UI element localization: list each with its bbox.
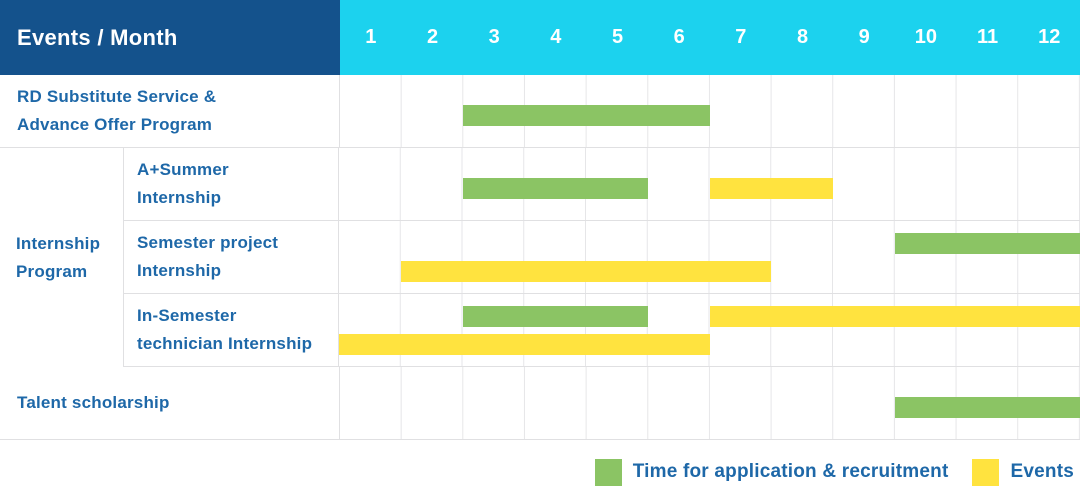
month-header-cell: 3 xyxy=(488,26,500,48)
row-semester-project-internship: Semester project Internship xyxy=(124,221,1080,294)
legend-item-application-recruitment: Time for application & recruitment xyxy=(594,458,949,486)
legend-label-events: Events xyxy=(1010,461,1074,482)
gantt-bar xyxy=(894,233,1080,254)
month-header-cell: 8 xyxy=(796,26,809,48)
timeline-cell xyxy=(340,75,1080,147)
timeline-cell xyxy=(339,294,1080,366)
legend-item-events: Events xyxy=(972,458,1074,486)
row-label-a-plus-summer-internship: A+Summer Internship xyxy=(124,148,339,220)
month-header-cell: 1 xyxy=(365,26,377,48)
month-header-cell: 6 xyxy=(673,26,685,48)
row-label-line: Internship xyxy=(137,188,222,207)
row-label-line: Advance Offer Program xyxy=(17,115,213,134)
row-label-line: In-Semester xyxy=(137,306,237,325)
gantt-bar xyxy=(895,397,1080,418)
group-label-internship-program: Internship Program xyxy=(0,148,124,367)
gantt-bar xyxy=(709,178,833,199)
month-header-cell: 2 xyxy=(426,26,439,48)
month-header-cell: 5 xyxy=(611,26,624,48)
row-label-line: Talent scholarship xyxy=(17,393,170,412)
row-label-line: technician Internship xyxy=(137,334,313,353)
events-month-header: Events / Month xyxy=(0,0,340,75)
month-header-cell: 10 xyxy=(914,26,937,48)
timeline-cell xyxy=(339,148,1080,220)
legend: Time for application & recruitment Event… xyxy=(0,440,1080,494)
gantt-bar xyxy=(400,261,772,282)
group-label-line: Program xyxy=(16,261,88,281)
row-label-line: Internship xyxy=(137,261,222,280)
row-a-plus-summer-internship: A+Summer Internship xyxy=(124,148,1080,221)
gantt-bar xyxy=(463,105,710,126)
month-header-cell: 7 xyxy=(735,26,747,48)
timeline-cell xyxy=(339,221,1080,293)
gantt-bar xyxy=(339,334,710,355)
row-label-semester-project-internship: Semester project Internship xyxy=(124,221,339,293)
month-header-cell: 11 xyxy=(976,26,999,48)
row-label-line: Semester project xyxy=(137,233,279,252)
header-row: Events / Month 1 2 3 4 5 6 7 8 9 10 11 1… xyxy=(0,0,1080,75)
group-rows: A+Summer Internship Semester project Int… xyxy=(124,148,1080,367)
gantt-bar xyxy=(462,178,648,199)
legend-label-application-recruitment: Time for application & recruitment xyxy=(632,461,949,482)
legend-swatch-yellow-icon xyxy=(972,458,1000,486)
timeline-cell xyxy=(340,367,1080,439)
row-label-line: A+Summer xyxy=(137,160,229,179)
month-header-row: 1 2 3 4 5 6 7 8 9 10 11 12 xyxy=(340,0,1080,75)
legend-swatch-green-icon xyxy=(594,458,622,486)
group-label-line: Internship xyxy=(16,233,101,253)
gantt-bar xyxy=(462,306,648,327)
row-label-rd-substitute-service: RD Substitute Service & Advance Offer Pr… xyxy=(0,75,340,147)
row-group-internship-program: Internship Program A+Summer Internship S… xyxy=(0,148,1080,367)
month-header-cell: 4 xyxy=(550,26,562,48)
month-header-cell: 12 xyxy=(1038,26,1061,48)
row-label-in-semester-technician-internship: In-Semester technician Internship xyxy=(124,294,339,366)
row-rd-substitute-service: RD Substitute Service & Advance Offer Pr… xyxy=(0,75,1080,148)
row-talent-scholarship: Talent scholarship xyxy=(0,367,1080,440)
row-label-talent-scholarship: Talent scholarship xyxy=(0,367,340,439)
row-label-line: RD Substitute Service & xyxy=(17,87,217,106)
row-in-semester-technician-internship: In-Semester technician Internship xyxy=(124,294,1080,367)
gantt-bar xyxy=(709,306,1080,327)
month-header-cell: 9 xyxy=(858,26,870,48)
